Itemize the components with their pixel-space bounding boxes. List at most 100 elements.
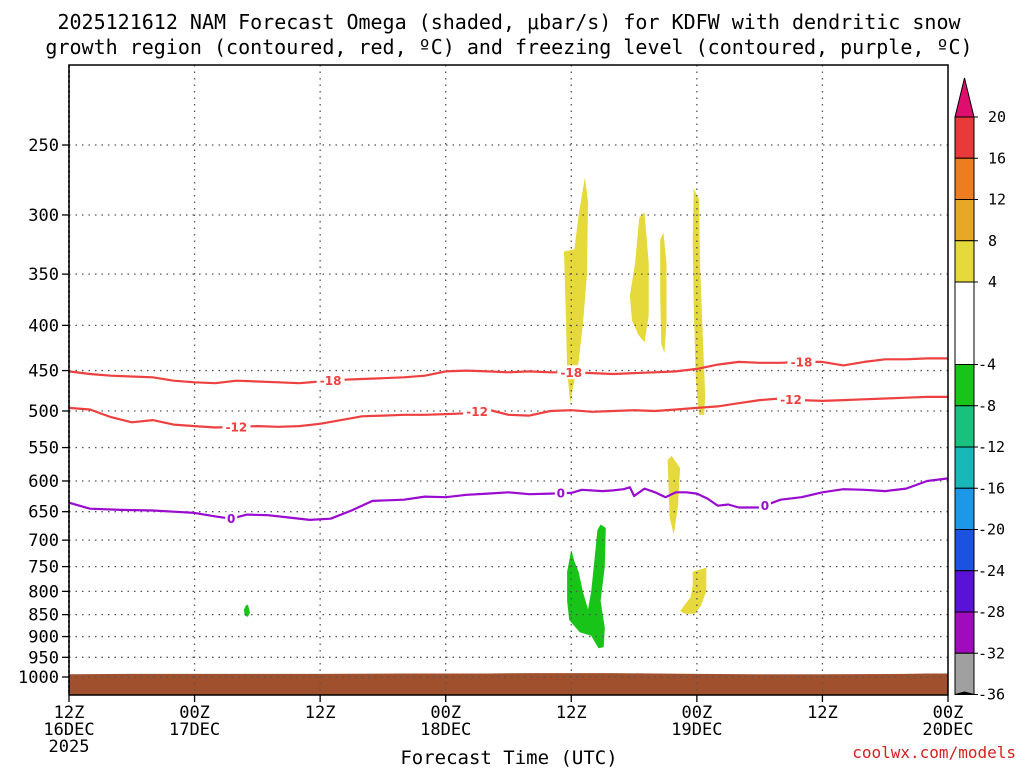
y-tick-label: 350 [28, 265, 59, 285]
descent-yellow-2 [629, 212, 649, 343]
freezing-level-label: 0 [761, 499, 769, 513]
colorbar-label: 20 [988, 108, 1006, 126]
contours: 0 0 0 -12 -12 -12 -18 -18 -18 [68, 354, 949, 526]
y-tick-label: 750 [28, 558, 59, 578]
colorbar-label: -28 [978, 603, 1005, 621]
terrain-layer [69, 673, 948, 695]
y-axis: 2503003504004505005506006507007508008509… [18, 136, 69, 688]
y-tick-label: 1000 [18, 668, 59, 688]
colorbar-swatch [954, 570, 975, 613]
colorbar-swatch [954, 116, 975, 159]
gridlines [69, 65, 948, 695]
ascent-green-1 [243, 604, 250, 617]
y-tick-label: 450 [28, 362, 59, 382]
dgz-minus-12-label-bg [777, 392, 806, 407]
y-tick-label: 800 [28, 582, 59, 602]
x-tick-label: 16DEC [43, 720, 94, 740]
descent-yellow-3 [660, 232, 667, 354]
watermark: coolwx.com/models [852, 743, 1016, 762]
colorbar-label: -24 [978, 562, 1005, 580]
x-tick-label: 12Z [54, 703, 85, 723]
y-tick-label: 950 [28, 648, 59, 668]
colorbar-label: -4 [978, 356, 996, 374]
y-tick-label: 850 [28, 606, 59, 626]
colorbar-swatch [954, 281, 975, 365]
colorbar-label: 16 [988, 149, 1006, 167]
dgz-minus-18-label-bg [316, 373, 345, 388]
y-tick-label: 900 [28, 628, 59, 648]
dgz-minus-12-label: -12 [780, 393, 802, 407]
dgz-minus-12-label-bg [463, 404, 492, 419]
colorbar-swatch [954, 529, 975, 572]
colorbar-swatch [954, 446, 975, 489]
y-tick-label: 600 [28, 472, 59, 492]
y-tick-label: 250 [28, 136, 59, 156]
dgz-minus-18-label: -18 [791, 355, 813, 369]
dgz-minus-12-label-bg [222, 419, 251, 434]
chart-title-line1: 2025121612 NAM Forecast Omega (shaded, μ… [57, 10, 961, 34]
descent-yellow-6 [680, 567, 707, 614]
descent-yellow-5 [667, 455, 681, 535]
descent-yellow-1 [564, 177, 588, 404]
colorbar-label: -12 [978, 438, 1005, 456]
y-tick-label: 400 [28, 316, 59, 336]
dgz-minus-12-line [68, 395, 948, 429]
x-tick-label: 12Z [807, 703, 838, 723]
colorbar-label: -32 [978, 644, 1005, 662]
colorbar-top-arrow [954, 77, 975, 118]
colorbar-swatch [954, 199, 975, 242]
x-tick-label: 00Z [681, 703, 712, 723]
y-tick-label: 300 [28, 206, 59, 226]
freezing-level-label-bg [758, 498, 771, 513]
colorbar: 20 16 12 8 4 -4 -8 -12 -16 -20 -24 -28 -32 -36 [954, 77, 1006, 704]
x-tick-label: 00Z [933, 703, 964, 723]
freezing-level-label: 0 [557, 487, 565, 501]
colorbar-swatch [954, 157, 975, 200]
x-tick-label: 17DEC [169, 720, 220, 740]
x-tick-label: 18DEC [420, 720, 471, 740]
x-tick-label: 19DEC [671, 720, 722, 740]
colorbar-label: 12 [988, 191, 1006, 209]
dgz-minus-12-label: -12 [226, 420, 248, 434]
colorbar-label: 4 [988, 273, 997, 291]
freezing-level-label: 0 [227, 512, 235, 526]
dgz-minus-18-line [68, 357, 948, 385]
colorbar-swatch [954, 405, 975, 448]
dgz-minus-18-label-bg [787, 354, 816, 369]
x-tick-label: 00Z [430, 703, 461, 723]
x-tick-label: 2025 [49, 737, 90, 757]
plot-frame [68, 64, 949, 696]
freezing-level-label-bg [225, 511, 238, 526]
colorbar-swatch [954, 240, 975, 283]
dgz-minus-12-label: -12 [466, 405, 488, 419]
omega-shading [243, 177, 707, 649]
dgz-minus-18-label-bg [557, 365, 586, 380]
colorbar-label: -36 [978, 686, 1005, 704]
descent-yellow-4 [692, 188, 706, 415]
colorbar-swatch [954, 487, 975, 530]
ascent-green-2 [567, 524, 606, 649]
dgz-minus-18-label: -18 [320, 374, 342, 388]
dgz-minus-18-label: -18 [560, 366, 582, 380]
terrain-fill [69, 673, 948, 695]
y-tick-label: 650 [28, 503, 59, 523]
colorbar-label: -8 [978, 397, 996, 415]
colorbar-label: -16 [978, 479, 1005, 497]
x-tick-label: 00Z [179, 703, 210, 723]
x-tick-label: 20DEC [922, 720, 973, 740]
x-tick-label: 12Z [556, 703, 587, 723]
y-tick-label: 500 [28, 402, 59, 422]
x-tick-label: 12Z [305, 703, 336, 723]
colorbar-label: -20 [978, 521, 1005, 539]
colorbar-swatch [954, 364, 975, 407]
y-tick-label: 550 [28, 439, 59, 459]
colorbar-swatch [954, 611, 975, 654]
chart-title-line2: growth region (contoured, red, ºC) and f… [45, 35, 972, 59]
colorbar-label: 8 [988, 232, 997, 250]
colorbar-swatch [954, 652, 975, 695]
freezing-level-label-bg [554, 486, 567, 501]
freezing-level-line [68, 477, 949, 521]
colorbar-bottom-arrow [954, 691, 975, 695]
